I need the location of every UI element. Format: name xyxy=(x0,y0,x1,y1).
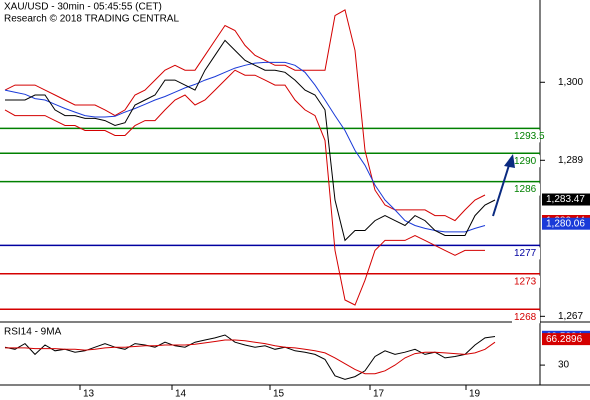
y-tick-label: 1,289 xyxy=(558,155,583,166)
series-line xyxy=(4,69,485,306)
last-value-label: 1,283.47 xyxy=(546,194,585,205)
level-label: 1286 xyxy=(514,184,537,195)
level-label: 1290 xyxy=(514,156,537,167)
level-label-bg xyxy=(512,130,540,143)
level-label-bg xyxy=(512,183,540,196)
level-label-bg xyxy=(512,247,540,260)
level-label-bg xyxy=(512,275,540,288)
marks: 1,267 1,289 1,300 1293.5 1290 1286 1277 1273 126… xyxy=(0,9,590,400)
series-line xyxy=(4,61,486,233)
x-tick-label: 15 xyxy=(273,389,285,400)
y-tick-label: 30 xyxy=(558,360,570,371)
last-value-label: 1,280.06 xyxy=(546,218,585,229)
last-value-box xyxy=(542,193,590,206)
level-label-bg xyxy=(512,311,540,324)
series-line xyxy=(5,339,496,375)
x-tick-label: 19 xyxy=(469,389,481,400)
forecast-arrow xyxy=(492,161,511,217)
y-tick-label: 1,300 xyxy=(558,77,583,88)
series-line xyxy=(5,39,496,242)
series-line xyxy=(4,9,486,222)
x-tick-label: 13 xyxy=(83,389,95,400)
y-tick-label: 1,267 xyxy=(558,311,583,322)
level-label: 1268 xyxy=(514,312,537,323)
last-value-label: 66.2896 xyxy=(546,334,583,345)
level-label: 1277 xyxy=(514,248,537,259)
x-tick-label: 14 xyxy=(175,389,187,400)
rsi-title: RSI14 - 9MA xyxy=(4,327,62,338)
last-value-box xyxy=(542,333,590,346)
chart-title: XAU/USD - 30min - 05:45:55 (CET) xyxy=(4,2,162,13)
x-tick-label: 17 xyxy=(373,389,385,400)
level-label: 1273 xyxy=(514,276,537,287)
last-value-box xyxy=(542,217,590,230)
arrow-head xyxy=(504,154,515,168)
level-label-bg xyxy=(512,155,540,168)
chart-subtitle: Research © 2018 TRADING CENTRAL xyxy=(4,14,179,25)
level-label: 1293.5 xyxy=(514,131,545,142)
